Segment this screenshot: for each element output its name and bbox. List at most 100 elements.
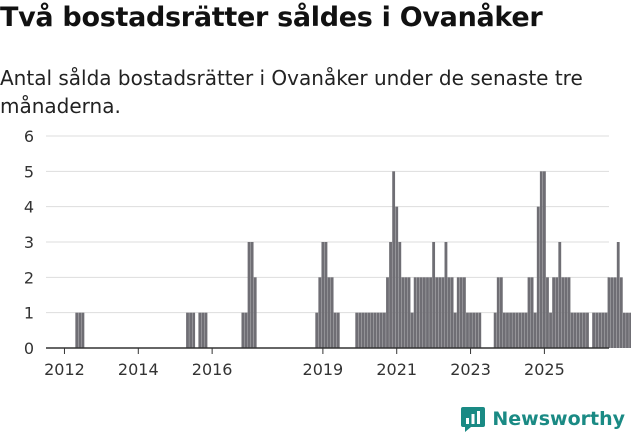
bar — [392, 171, 396, 348]
bar — [530, 277, 534, 348]
bar — [416, 277, 420, 348]
x-axis: 2012 2014 2016 2019 2021 2023 2025 — [44, 347, 609, 379]
bar — [404, 277, 408, 348]
bar — [330, 277, 334, 348]
y-tick-label: 4 — [24, 198, 34, 217]
bar — [432, 242, 436, 348]
bar — [81, 312, 85, 348]
bar — [361, 312, 365, 348]
brand-name: Newsworthy — [492, 408, 625, 430]
bar — [321, 242, 325, 348]
bar — [201, 312, 205, 348]
bar — [419, 277, 423, 348]
y-axis-ticks: 0 1 2 3 4 5 6 — [24, 127, 34, 358]
bar — [186, 312, 189, 348]
bar — [558, 242, 562, 348]
bar — [619, 277, 623, 348]
bar — [438, 277, 442, 348]
y-tick-label: 0 — [24, 339, 34, 358]
bar — [622, 312, 626, 348]
x-tick-label: 2014 — [118, 360, 159, 379]
bar — [386, 277, 389, 348]
bar — [459, 277, 463, 348]
bar — [509, 312, 512, 348]
bar — [247, 242, 251, 348]
bar — [407, 277, 411, 348]
bar — [444, 242, 448, 348]
bar — [604, 312, 608, 348]
bar — [410, 312, 414, 348]
bar — [78, 312, 82, 348]
bar — [493, 312, 497, 348]
bar — [629, 312, 631, 348]
bar — [398, 242, 402, 348]
bar — [552, 277, 556, 348]
bar — [241, 312, 245, 348]
bar — [376, 312, 380, 348]
bar — [475, 312, 479, 348]
bar — [576, 312, 580, 348]
bar — [512, 312, 516, 348]
bar — [561, 277, 565, 348]
bar — [506, 312, 509, 348]
bar — [595, 312, 599, 348]
bar — [367, 312, 371, 348]
bar — [379, 312, 383, 348]
bar — [496, 277, 500, 348]
bar — [549, 312, 552, 348]
bar — [616, 242, 620, 348]
bar — [250, 242, 254, 348]
bar — [472, 312, 476, 348]
bar — [542, 171, 546, 348]
bar — [539, 171, 543, 348]
bar — [586, 312, 589, 348]
bar — [533, 312, 537, 348]
bar — [204, 312, 208, 348]
bar — [422, 277, 426, 348]
bar — [573, 312, 577, 348]
bar — [441, 277, 445, 348]
newsworthy-chart-icon — [461, 407, 486, 432]
bar — [524, 312, 528, 348]
bar — [598, 312, 602, 348]
y-tick-label: 2 — [24, 268, 34, 287]
x-tick-label: 2016 — [192, 360, 233, 379]
bar — [607, 277, 611, 348]
bar — [527, 277, 531, 348]
bar — [462, 277, 466, 348]
bar — [478, 312, 482, 348]
y-tick-label: 6 — [24, 127, 34, 146]
chart-title: Två bostadsrätter såldes i Ovanåker — [0, 2, 543, 33]
bar — [592, 312, 596, 348]
bar — [453, 312, 457, 348]
bar — [613, 277, 617, 348]
bar — [469, 312, 472, 348]
bar — [546, 277, 549, 348]
bar — [502, 312, 506, 348]
bar — [450, 277, 454, 348]
x-tick-label: 2012 — [44, 360, 85, 379]
bar — [383, 312, 386, 348]
bar — [192, 312, 196, 348]
bar — [324, 242, 328, 348]
bar — [456, 277, 460, 348]
bar — [582, 312, 586, 348]
bar — [626, 312, 629, 348]
gridlines — [46, 135, 609, 314]
bar — [358, 312, 362, 348]
y-tick-label: 3 — [24, 233, 34, 252]
bar — [601, 312, 605, 348]
bar — [189, 312, 193, 348]
x-tick-label: 2023 — [450, 360, 491, 379]
bar — [395, 206, 399, 348]
bar — [373, 312, 377, 348]
bar — [555, 277, 559, 348]
bar — [429, 277, 432, 348]
bar — [318, 277, 322, 348]
y-tick-label: 1 — [24, 304, 34, 323]
bar — [567, 277, 571, 348]
bar — [579, 312, 583, 348]
bar — [466, 312, 469, 348]
bar — [610, 277, 614, 348]
